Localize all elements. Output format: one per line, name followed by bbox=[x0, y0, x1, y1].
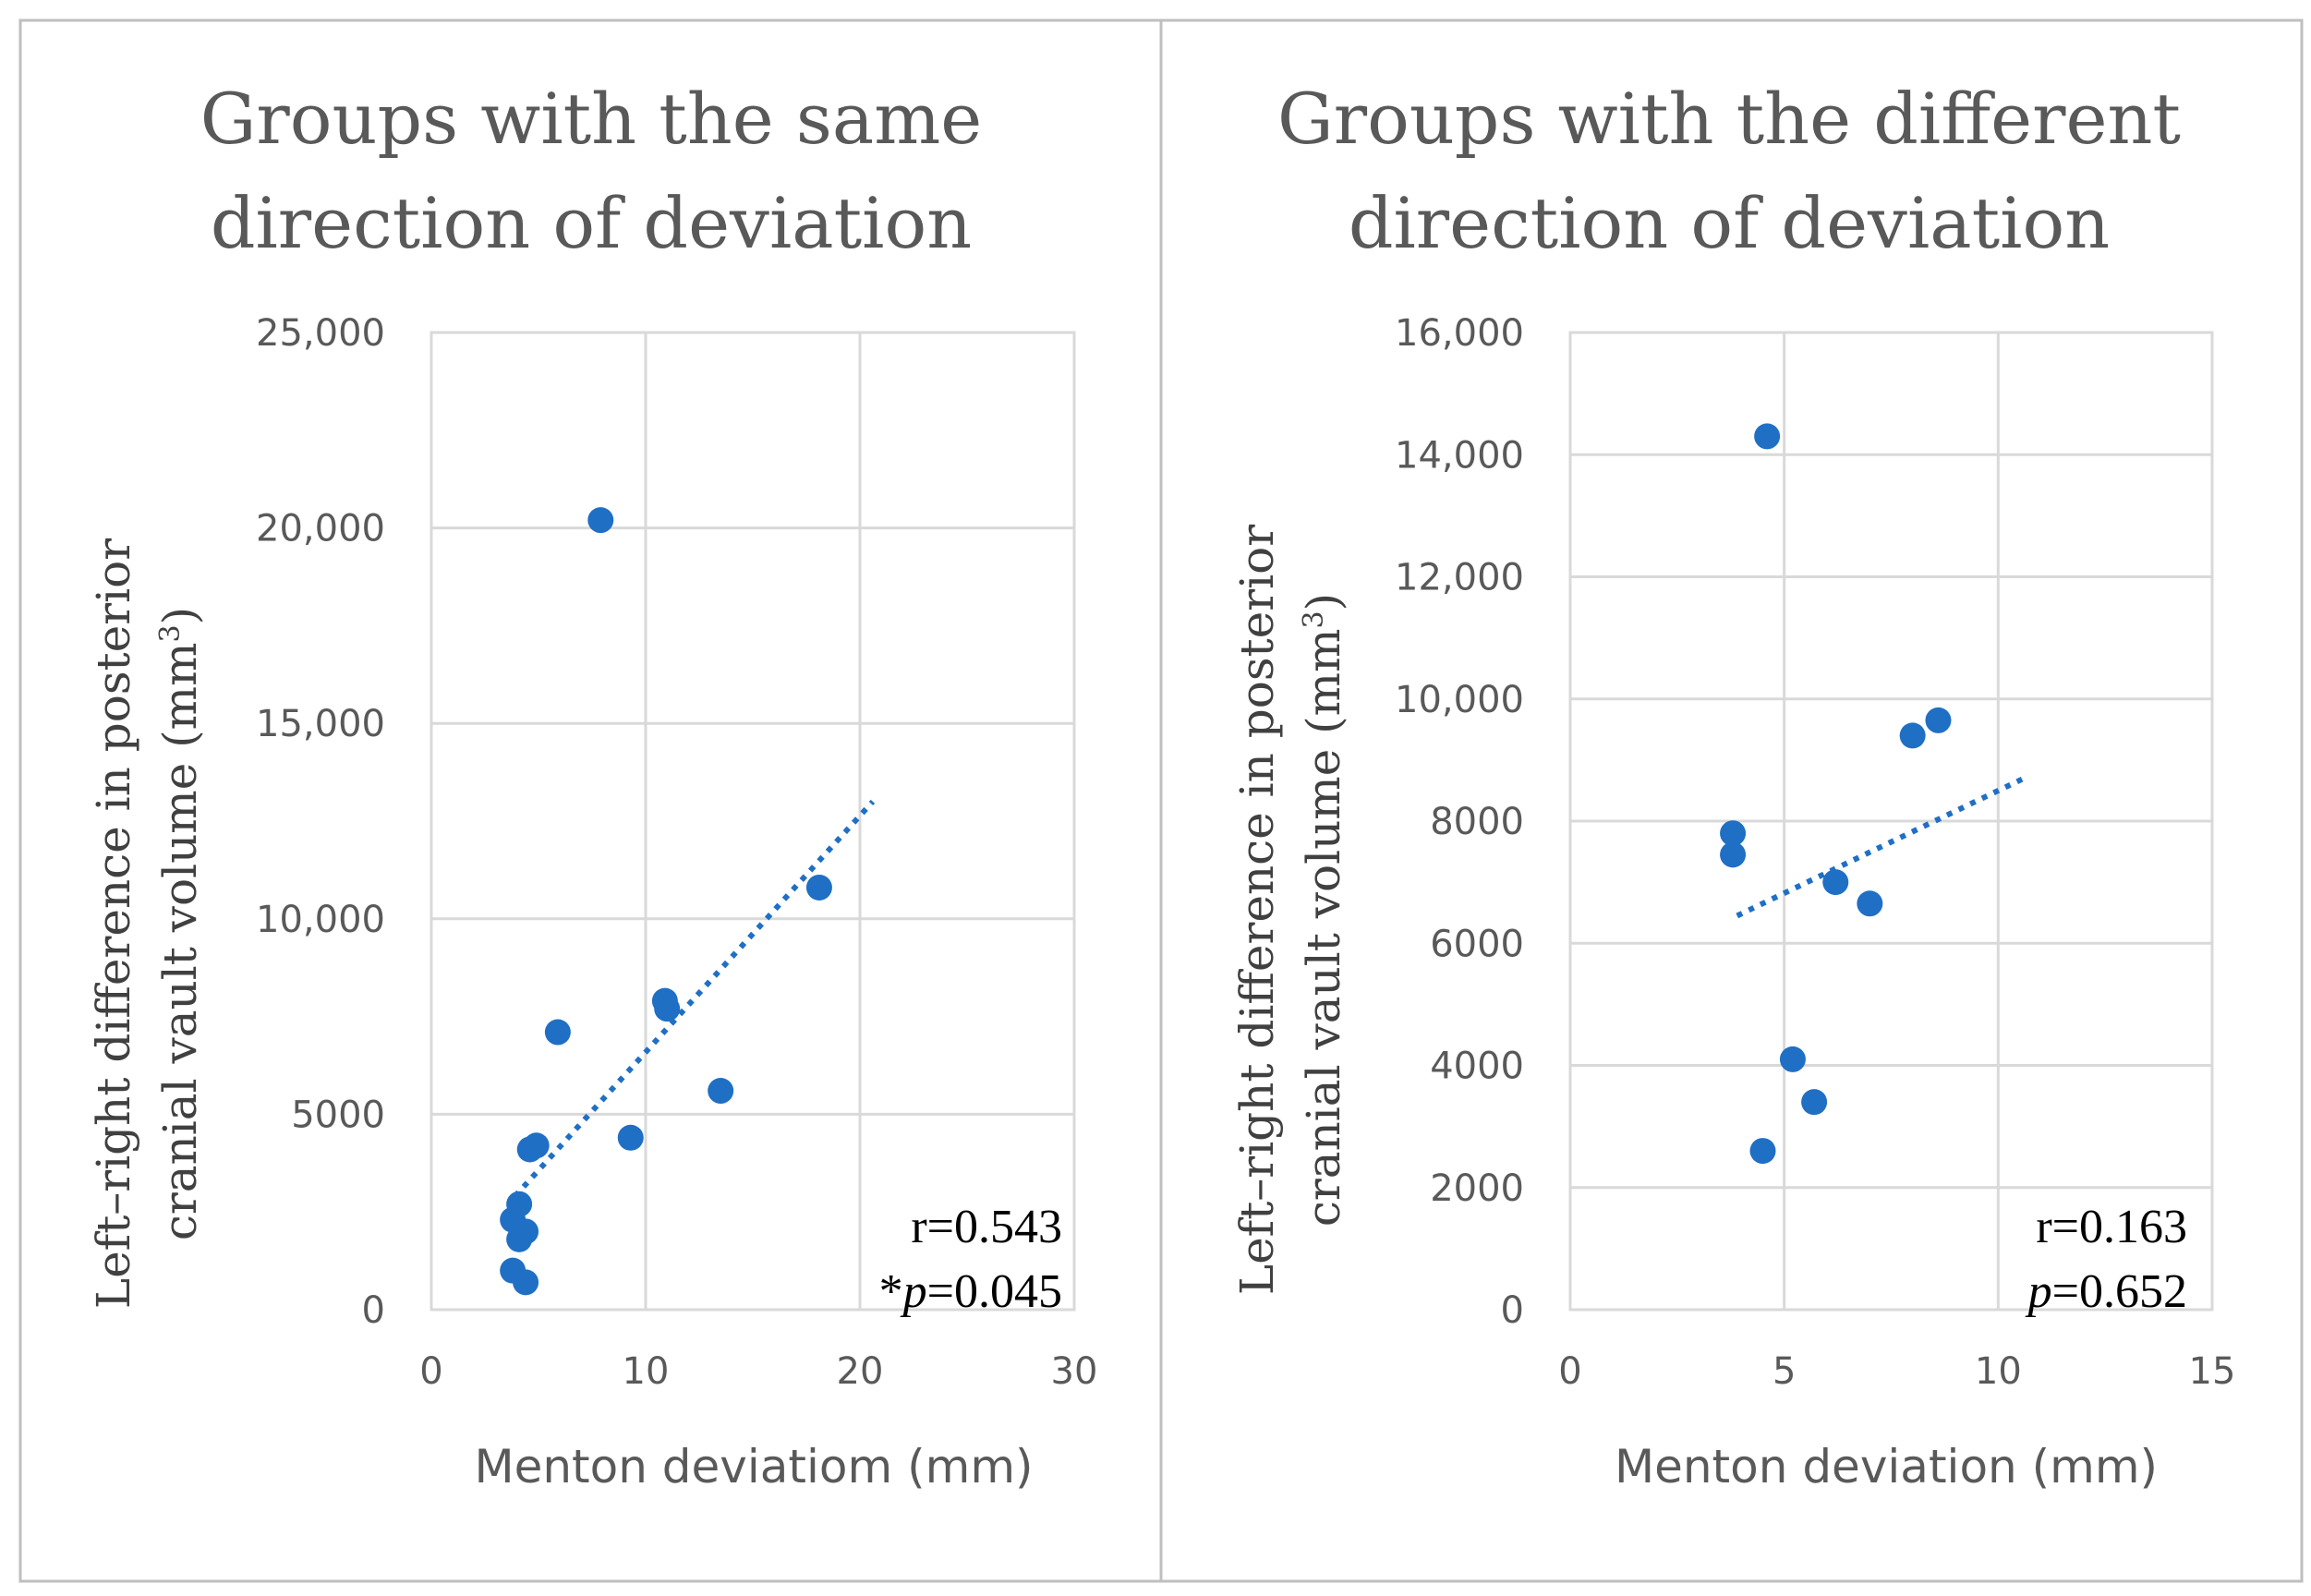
right-panel-frame bbox=[1159, 18, 2304, 1583]
x-tick-label: 0 bbox=[1558, 1350, 1581, 1393]
data-point bbox=[654, 996, 681, 1022]
y-tick-label: 14,000 bbox=[1395, 434, 1524, 477]
y-tick-label: 0 bbox=[1501, 1289, 1524, 1332]
y-axis-title: Left–right difference in posterior bbox=[87, 538, 140, 1309]
stat-p: p=0.652 bbox=[2025, 1265, 2187, 1318]
data-point bbox=[1754, 423, 1781, 450]
chart-title-line-2: direction of deviation bbox=[211, 182, 972, 264]
stat-r: r=0.163 bbox=[2036, 1201, 2187, 1253]
y-tick-label: 15,000 bbox=[256, 703, 385, 745]
data-point bbox=[708, 1078, 734, 1105]
y-axis-title-line-2: cranial vault volume (mm3) bbox=[1297, 593, 1350, 1227]
y-tick-label: 8000 bbox=[1430, 801, 1524, 843]
y-axis-title-line-2: cranial vault volume (mm3) bbox=[153, 607, 207, 1240]
plot-area bbox=[1568, 331, 2214, 1312]
x-axis-title: Menton deviation (mm) bbox=[1615, 1440, 2158, 1493]
y-axis-title: Left–right difference in posterior bbox=[1230, 525, 1284, 1295]
y-tick-label: 10,000 bbox=[1395, 679, 1524, 721]
chart-title-line-2: direction of deviation bbox=[1349, 182, 2110, 264]
data-point bbox=[506, 1226, 533, 1252]
y-tick-label: 6000 bbox=[1430, 923, 1524, 965]
data-point bbox=[516, 1136, 543, 1163]
y-tick-label: 5000 bbox=[291, 1094, 385, 1136]
data-point bbox=[1749, 1138, 1776, 1165]
data-point bbox=[1899, 722, 1926, 749]
data-point bbox=[1779, 1046, 1806, 1072]
x-tick-label: 5 bbox=[1773, 1350, 1796, 1393]
data-point bbox=[1822, 869, 1849, 896]
x-tick-label: 30 bbox=[1051, 1350, 1098, 1393]
chart-title: Groups with the different bbox=[1277, 78, 2181, 160]
y-tick-label: 12,000 bbox=[1395, 557, 1524, 599]
stat-r: r=0.543 bbox=[911, 1201, 1062, 1253]
data-point bbox=[544, 1019, 571, 1046]
y-tick-label: 2000 bbox=[1430, 1167, 1524, 1210]
y-tick-label: 16,000 bbox=[1395, 312, 1524, 355]
x-tick-label: 20 bbox=[837, 1350, 884, 1393]
y-tick-label: 20,000 bbox=[256, 508, 385, 550]
data-point bbox=[1801, 1089, 1828, 1116]
data-point bbox=[1925, 707, 1952, 733]
data-point bbox=[1857, 890, 1883, 917]
chart-different-direction: Groups with the different direction of d… bbox=[1230, 78, 2235, 1493]
stat-p: *p=0.045 bbox=[879, 1265, 1062, 1318]
x-tick-label: 15 bbox=[2189, 1350, 2236, 1393]
y-tick-label: 10,000 bbox=[256, 899, 385, 941]
x-tick-label: 10 bbox=[1975, 1350, 2022, 1393]
x-tick-label: 10 bbox=[623, 1350, 670, 1393]
data-point bbox=[1720, 820, 1747, 847]
trendline bbox=[1736, 776, 2026, 919]
chart-title: Groups with the same bbox=[200, 78, 983, 160]
data-point bbox=[587, 507, 614, 534]
trendline bbox=[513, 799, 876, 1199]
x-axis-title: Menton deviatiom (mm) bbox=[474, 1440, 1033, 1493]
y-tick-label: 25,000 bbox=[256, 312, 385, 355]
x-tick-label: 0 bbox=[419, 1350, 442, 1393]
data-point bbox=[617, 1124, 644, 1151]
data-point bbox=[1720, 841, 1747, 868]
y-tick-label: 4000 bbox=[1430, 1046, 1524, 1088]
y-tick-label: 0 bbox=[362, 1289, 385, 1332]
data-point bbox=[805, 874, 832, 901]
data-point bbox=[513, 1269, 539, 1296]
plot-area bbox=[430, 331, 1076, 1312]
chart-same-direction: Groups with the same direction of deviat… bbox=[87, 78, 1097, 1493]
